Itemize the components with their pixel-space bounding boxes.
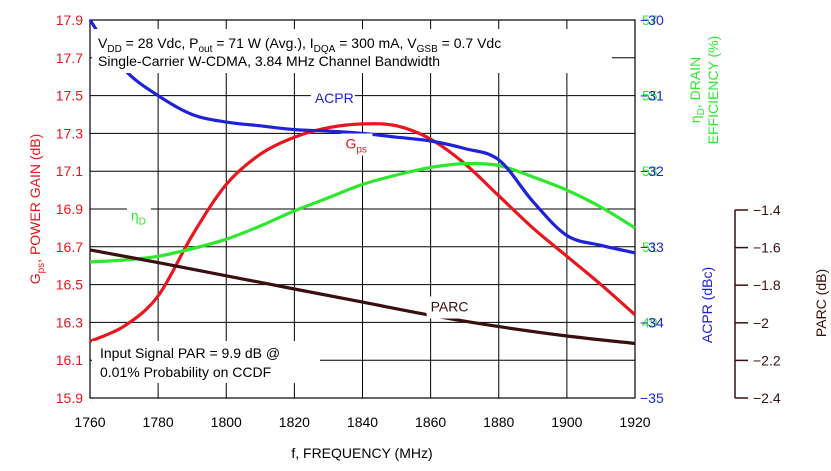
- acpr-tick-label: −35: [640, 390, 664, 406]
- acpr-tick-label: −32: [640, 163, 664, 179]
- x-tick-label: 1880: [483, 414, 514, 430]
- left-tick-label: 17.9: [56, 12, 83, 28]
- efficiency-axis-label-line2: EFFICIENCY (%): [705, 36, 721, 145]
- series-label-bg: [310, 88, 355, 111]
- ticks: 1760 1780 1800 1820 1840 1860 1880 1900 1920 15.9…: [56, 12, 781, 430]
- x-tick-label: 1820: [279, 414, 310, 430]
- series-line-d: [89, 161, 636, 264]
- parc-tick-label: −1.8: [753, 277, 781, 293]
- parc-tick-label: −1.4: [753, 202, 781, 218]
- acpr-tick-label: −34: [640, 314, 664, 330]
- x-axis-label: f, FREQUENCY (MHz): [291, 445, 432, 461]
- efficiency-tick-label: 55: [642, 88, 658, 104]
- left-tick-label: 17.5: [56, 88, 83, 104]
- parc-tick-label: −2.2: [753, 352, 781, 368]
- series-line-gps: [89, 122, 637, 343]
- series-label-bg: [126, 205, 151, 228]
- series-line-parc: [89, 248, 636, 346]
- acpr-tick-label: −33: [640, 239, 664, 255]
- series-label: Gps: [345, 136, 366, 156]
- series-labels: ηD Gps ACPR PARC: [126, 88, 471, 319]
- parc-tick-label: −2.4: [753, 390, 781, 406]
- left-tick-label: 17.3: [56, 125, 83, 141]
- x-tick-label: 1860: [415, 414, 446, 430]
- series-label: ACPR: [315, 90, 354, 106]
- efficiency-tick-label: 51: [642, 239, 658, 255]
- series-label: PARC: [431, 299, 469, 315]
- left-tick-label: 16.9: [56, 201, 83, 217]
- left-tick-label: 16.5: [56, 277, 83, 293]
- parc-tick-label: −1.6: [753, 240, 781, 256]
- series-group: [88, 19, 637, 346]
- efficiency-axis-label-line1: ηD, DRAIN: [687, 57, 707, 123]
- left-tick-label: 17.1: [56, 163, 83, 179]
- x-tick-label: 1840: [347, 414, 378, 430]
- conditions-box: [92, 29, 612, 73]
- series-label-bg: [341, 133, 373, 156]
- parc-tick-label: −2: [753, 315, 769, 331]
- acpr-axis-label: ACPR (dBc): [699, 267, 715, 343]
- series-label: ηD: [131, 207, 146, 227]
- left-axis-label: Gps, POWER GAIN (dB): [27, 134, 47, 285]
- left-tick-label: 15.9: [56, 390, 83, 406]
- efficiency-tick-label: 53: [642, 163, 658, 179]
- acpr-tick-label: −30: [640, 12, 664, 28]
- efficiency-tick-label: 49: [642, 314, 658, 330]
- x-tick-label: 1780: [143, 414, 174, 430]
- series-line-acpr: [88, 19, 636, 255]
- left-tick-label: 16.1: [56, 352, 83, 368]
- series-label-bg: [426, 296, 471, 319]
- conditions-line2: Single-Carrier W-CDMA, 3.84 MHz Channel …: [98, 53, 440, 69]
- left-tick-label: 16.7: [56, 239, 83, 255]
- input-line2: 0.01% Probability on CCDF: [100, 364, 271, 380]
- acpr-tick-label: −31: [640, 88, 664, 104]
- x-tick-label: 1760: [74, 414, 105, 430]
- x-tick-label: 1800: [211, 414, 242, 430]
- parc-axis-label: PARC (dB): [813, 269, 829, 337]
- input-line1: Input Signal PAR = 9.9 dB @: [100, 345, 280, 361]
- input-box: [92, 341, 320, 383]
- x-tick-label: 1920: [619, 414, 650, 430]
- efficiency-tick-label: 57: [642, 12, 658, 28]
- left-tick-label: 17.7: [56, 50, 83, 66]
- left-tick-label: 16.3: [56, 314, 83, 330]
- x-tick-label: 1900: [551, 414, 582, 430]
